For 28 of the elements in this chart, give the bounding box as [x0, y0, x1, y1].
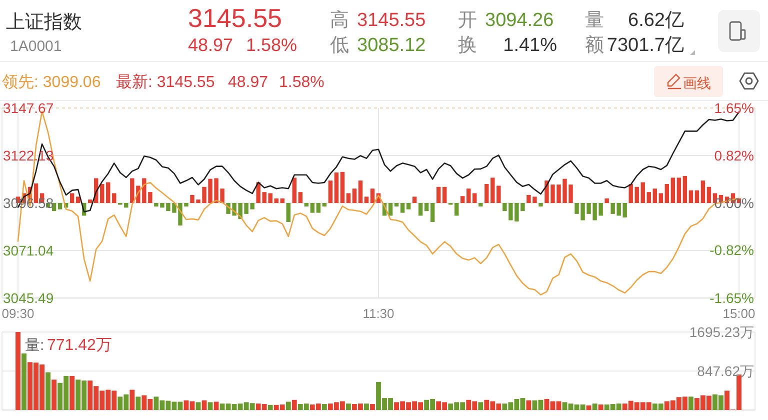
bar [22, 353, 26, 410]
bar [16, 332, 20, 410]
bar [322, 404, 327, 410]
annotation: 771.42万 [47, 337, 112, 354]
bar [592, 404, 598, 410]
bar [268, 404, 273, 410]
bar [52, 380, 57, 410]
y-tick-label: 1695.23万 [689, 324, 754, 340]
bar [208, 402, 213, 410]
bar [202, 400, 207, 410]
bar [598, 404, 604, 410]
bar [688, 396, 694, 410]
bar [70, 376, 75, 410]
bar [292, 400, 297, 410]
bar [136, 396, 141, 410]
bar [130, 390, 135, 410]
bar [526, 400, 532, 410]
annotation: 量: [25, 337, 44, 354]
bar [586, 405, 592, 410]
bar [196, 402, 201, 410]
bar [214, 402, 219, 410]
bar [478, 402, 484, 410]
y-tick-label: 847.62万 [697, 362, 754, 379]
bar [286, 402, 291, 410]
bar [46, 372, 51, 410]
bar [364, 404, 369, 410]
bar [370, 404, 375, 410]
bar [346, 404, 351, 410]
